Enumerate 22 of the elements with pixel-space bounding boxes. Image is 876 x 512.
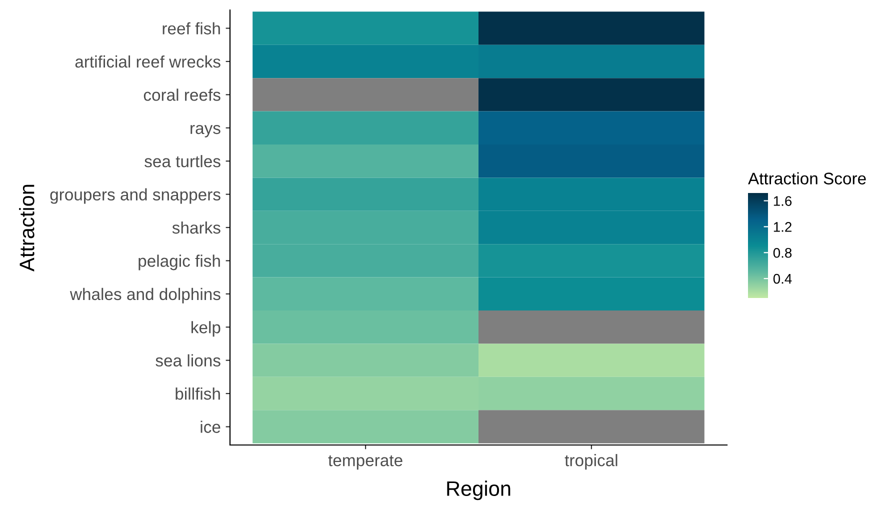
y-axis-title: Attraction: [19, 184, 34, 272]
x-tick-label: tropical: [564, 454, 618, 470]
y-tick-label: billfish: [176, 387, 220, 400]
color-bar-label: 0.4: [773, 274, 792, 284]
y-tick-label: pelagic fish: [138, 254, 220, 270]
y-tick-label: groupers and snappers: [50, 188, 220, 204]
color-bar-label: 1.2: [774, 222, 792, 232]
color-bar-label: 0.8: [773, 248, 792, 258]
color-bar-title: Attraction Score: [748, 172, 866, 184]
y-tick-label: sharks: [172, 221, 220, 234]
x-axis-title: Region: [447, 480, 510, 500]
y-tick-label: kelp: [192, 321, 220, 337]
y-tick-label: ice: [200, 420, 220, 433]
y-tick-label: reef fish: [162, 22, 220, 34]
y-tick-label: sea turtles: [144, 155, 220, 168]
color-bar-label: 1.6: [774, 196, 792, 206]
y-tick-label: sea lions: [156, 354, 220, 367]
y-tick-label: artificial reef wrecks: [75, 55, 220, 68]
x-tick-label: temperate: [328, 455, 402, 470]
y-tick-label: whales and dolphins: [70, 288, 220, 304]
y-tick-label: coral reefs: [144, 88, 220, 101]
y-tick-label: rays: [190, 124, 220, 138]
